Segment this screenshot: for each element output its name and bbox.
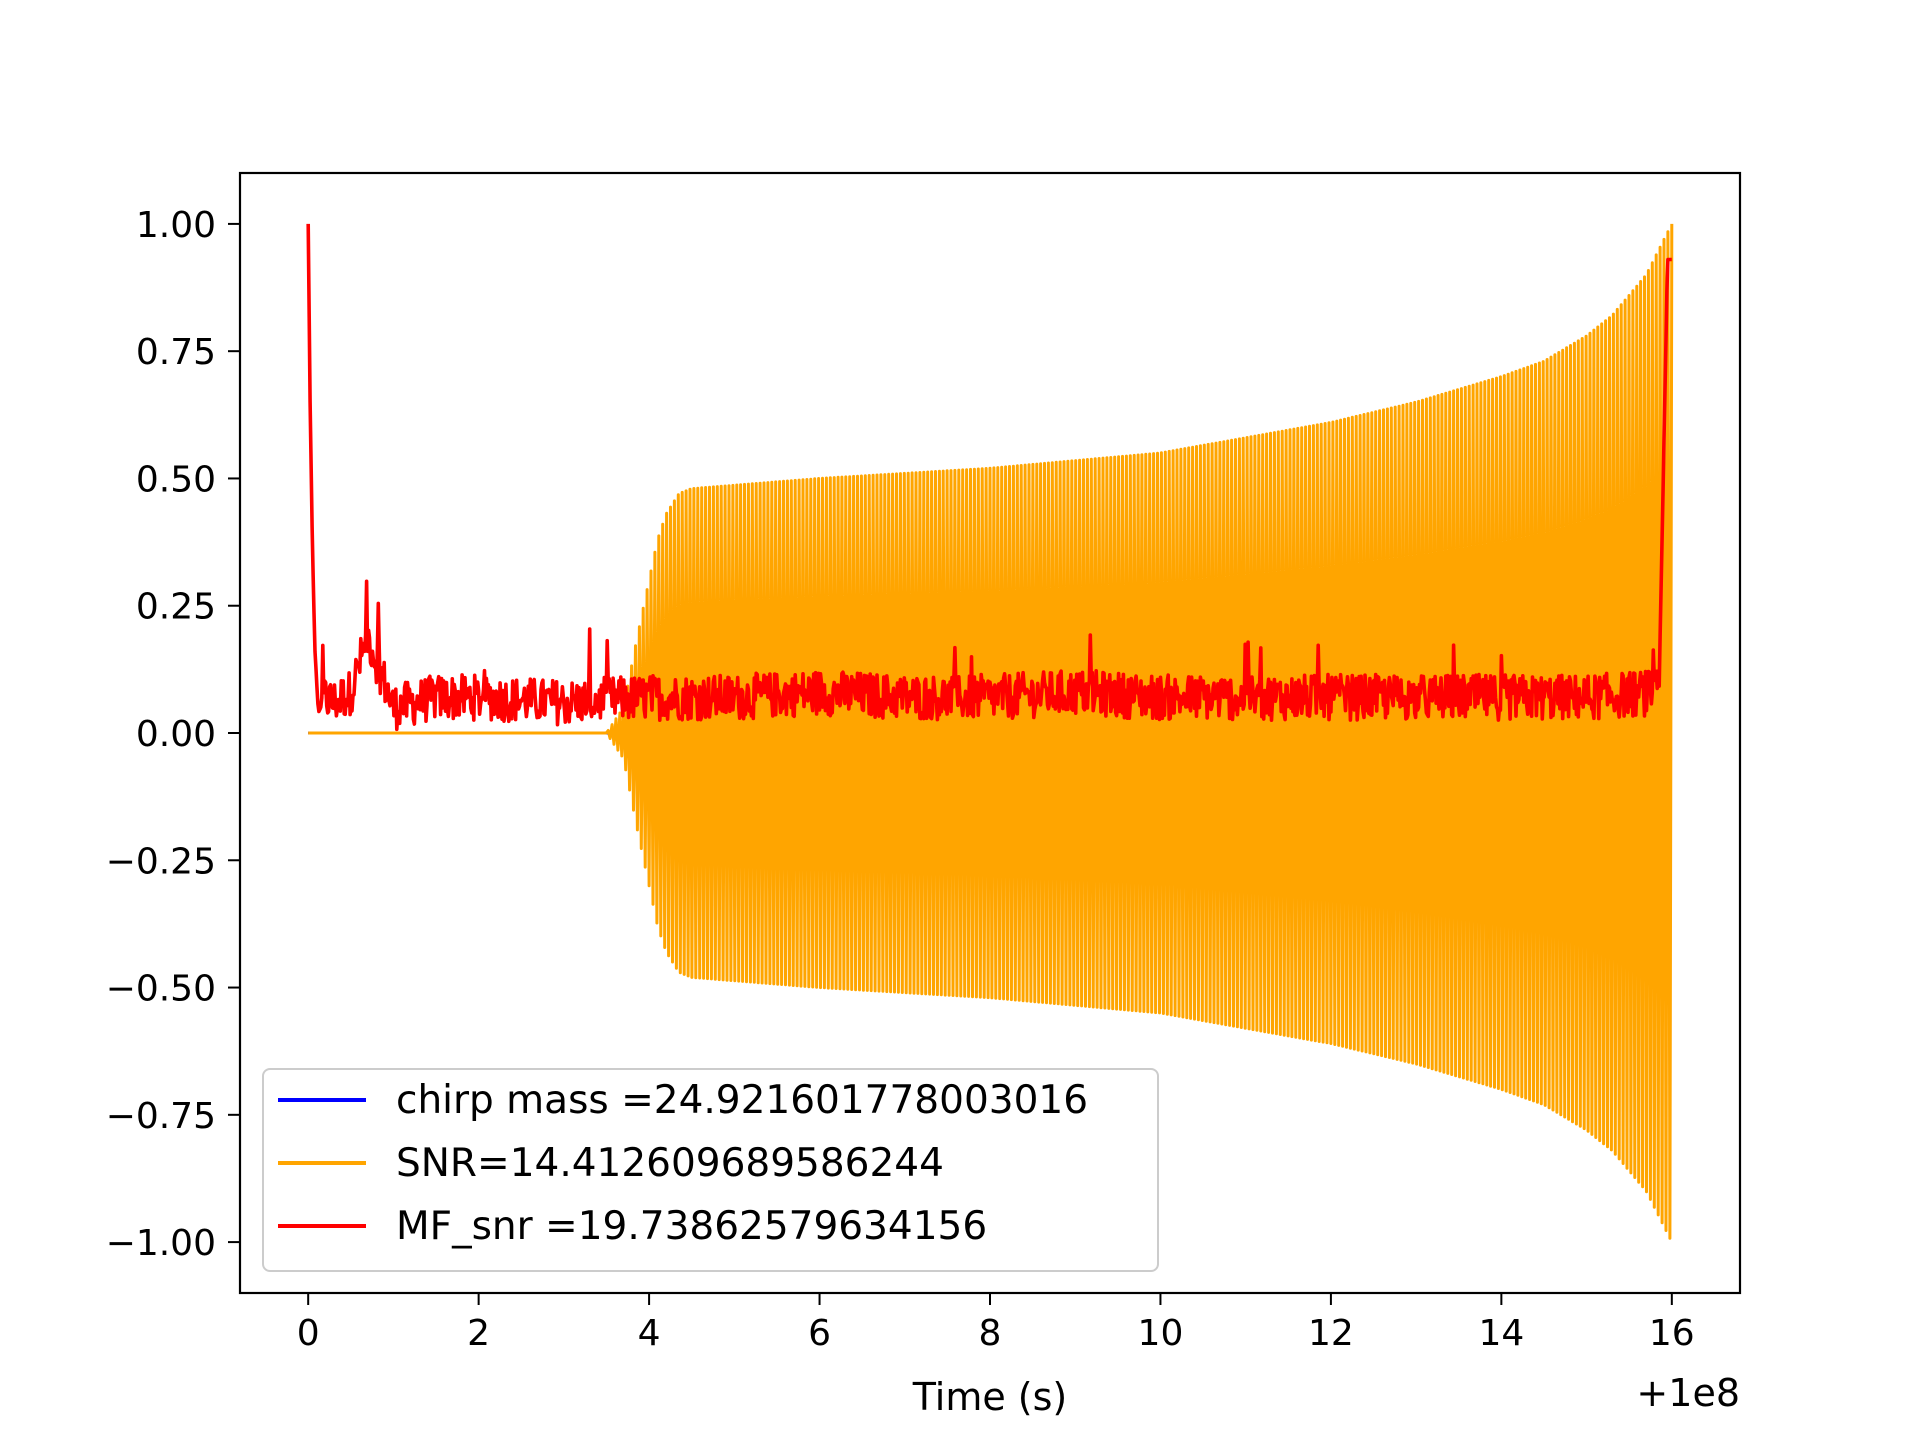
x-tick-label: 10 bbox=[1138, 1313, 1184, 1354]
y-tick-label: 0.75 bbox=[136, 332, 216, 373]
legend-label-snr: SNR=14.412609689586244 bbox=[396, 1141, 944, 1186]
y-tick-label: −0.50 bbox=[106, 969, 216, 1010]
legend: chirp mass =24.921601778003016 SNR=14.41… bbox=[262, 1068, 1159, 1272]
legend-box bbox=[262, 1068, 1159, 1272]
y-tick-label: 0.25 bbox=[136, 587, 216, 628]
x-tick-label: 6 bbox=[808, 1313, 831, 1354]
series-snr-waveform bbox=[308, 223, 1674, 1240]
x-tick-label: 16 bbox=[1649, 1313, 1695, 1354]
y-tick-label: 0.50 bbox=[136, 459, 216, 500]
x-axis-offset-label: +1e8 bbox=[1636, 1371, 1740, 1415]
y-tick-label: 0.00 bbox=[136, 714, 216, 755]
series-mf-snr-line bbox=[306, 223, 1673, 732]
legend-label-mf-snr: MF_snr =19.73862579634156 bbox=[396, 1204, 987, 1249]
x-tick-label: 0 bbox=[297, 1313, 320, 1354]
x-axis-label: Time (s) bbox=[912, 1375, 1068, 1419]
x-tick-label: 12 bbox=[1308, 1313, 1354, 1354]
legend-label-chirp-mass: chirp mass =24.921601778003016 bbox=[396, 1078, 1088, 1123]
y-tick-label: −1.00 bbox=[106, 1223, 216, 1264]
x-tick-label: 2 bbox=[467, 1313, 490, 1354]
x-tick-label: 8 bbox=[979, 1313, 1002, 1354]
y-tick-label: 1.00 bbox=[136, 205, 216, 246]
x-tick-label: 4 bbox=[638, 1313, 661, 1354]
y-tick-label: −0.25 bbox=[106, 841, 216, 882]
x-tick-label: 14 bbox=[1478, 1313, 1524, 1354]
y-tick-label: −0.75 bbox=[106, 1096, 216, 1137]
